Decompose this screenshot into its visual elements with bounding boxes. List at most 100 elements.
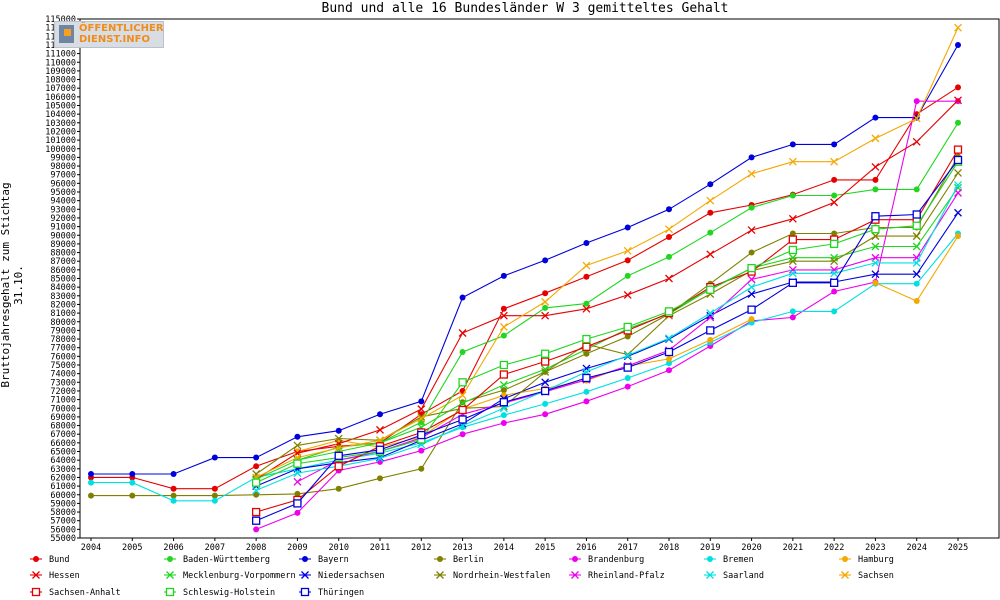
- series-1: [294, 119, 961, 464]
- data-point: [831, 176, 838, 183]
- data-point: [417, 405, 426, 414]
- y-tick-label: 60000: [50, 491, 76, 501]
- y-tick-label: 100000: [45, 145, 76, 155]
- data-point: [334, 462, 343, 471]
- data-point: [335, 427, 342, 434]
- data-point: [666, 253, 672, 260]
- y-tick-label: 76000: [50, 352, 76, 362]
- series-5: [88, 230, 961, 504]
- y-tick-label: 87000: [50, 257, 76, 267]
- data-point: [788, 265, 797, 274]
- data-point: [624, 374, 631, 381]
- x-tick-label: 2021: [783, 543, 803, 553]
- data-point: [499, 360, 509, 370]
- data-point: [789, 230, 796, 237]
- legend-item: Mecklenburg-Vorpommern: [164, 571, 296, 581]
- y-tick-label: 65000: [50, 448, 76, 458]
- series-line: [91, 44, 959, 475]
- data-point: [458, 378, 467, 387]
- data-point: [666, 360, 672, 367]
- data-point: [707, 209, 714, 216]
- legend-marker: [707, 556, 713, 562]
- data-point: [624, 224, 631, 231]
- series-line: [255, 161, 959, 484]
- data-point: [377, 411, 383, 418]
- data-point: [830, 257, 839, 266]
- data-point: [788, 214, 797, 223]
- data-point: [871, 242, 880, 251]
- legend-marker: [706, 571, 714, 579]
- data-point: [830, 198, 839, 207]
- data-point: [170, 485, 177, 492]
- data-point: [500, 419, 507, 426]
- series-13: [252, 23, 962, 482]
- data-point: [583, 240, 590, 247]
- data-point: [871, 258, 880, 267]
- x-tick-label: 2004: [81, 543, 101, 553]
- series-line: [91, 86, 959, 490]
- data-point: [748, 316, 755, 323]
- legend-item: Hamburg: [839, 555, 894, 565]
- data-point: [542, 400, 549, 407]
- series-2: [88, 41, 961, 477]
- data-point: [582, 342, 591, 351]
- data-point: [459, 431, 466, 438]
- data-point: [831, 141, 838, 148]
- plot-frame: [79, 18, 1000, 539]
- data-point: [747, 305, 756, 314]
- data-point: [294, 509, 301, 516]
- data-point: [624, 333, 631, 340]
- data-point: [624, 257, 631, 264]
- data-point: [583, 388, 590, 395]
- legend-item: Bund: [30, 555, 69, 565]
- legend-label: Hessen: [49, 571, 80, 581]
- y-tick-label: 81000: [50, 309, 76, 319]
- data-point: [747, 290, 756, 299]
- data-point: [706, 196, 715, 205]
- data-point: [459, 294, 466, 301]
- series-7: [252, 96, 962, 484]
- legend-label: Mecklenburg-Vorpommern: [183, 571, 296, 581]
- y-tick-label: 85000: [50, 275, 76, 285]
- legend-marker: [33, 556, 39, 562]
- data-point: [377, 475, 383, 482]
- y-tick-label: 108000: [45, 76, 76, 86]
- brand-logo: ÖFFENTLICHER DIENST.INFO: [54, 21, 164, 48]
- data-point: [459, 349, 466, 356]
- data-point: [706, 285, 715, 294]
- data-point: [293, 459, 302, 468]
- data-point: [666, 367, 672, 374]
- data-point: [788, 235, 798, 244]
- data-point: [912, 114, 921, 123]
- data-point: [499, 322, 508, 331]
- legend-label: Hamburg: [858, 555, 894, 565]
- data-point: [541, 365, 550, 374]
- y-tick-label: 55000: [50, 534, 76, 544]
- data-point: [293, 477, 302, 486]
- data-point: [540, 386, 550, 396]
- data-point: [458, 391, 467, 400]
- data-point: [334, 444, 343, 452]
- legend-label: Sachsen: [858, 571, 894, 581]
- data-point: [954, 169, 962, 177]
- data-point: [542, 411, 549, 418]
- x-tick-label: 2023: [865, 543, 885, 553]
- legend-label: Sachsen-Anhalt: [49, 588, 121, 598]
- series-4: [253, 98, 961, 533]
- data-point: [953, 155, 963, 165]
- data-point: [211, 492, 218, 499]
- legend-marker: [166, 571, 174, 579]
- x-tick-label: 2016: [576, 543, 596, 553]
- data-point: [706, 311, 715, 320]
- data-point: [541, 367, 550, 376]
- data-point: [912, 137, 921, 146]
- legend-item: Schleswig-Holstein: [164, 587, 275, 598]
- legend-marker: [302, 556, 308, 562]
- series-3: [88, 153, 961, 499]
- data-point: [912, 270, 921, 279]
- data-point: [253, 454, 260, 461]
- data-point: [707, 181, 714, 188]
- series-line: [297, 235, 959, 453]
- data-point: [500, 305, 507, 312]
